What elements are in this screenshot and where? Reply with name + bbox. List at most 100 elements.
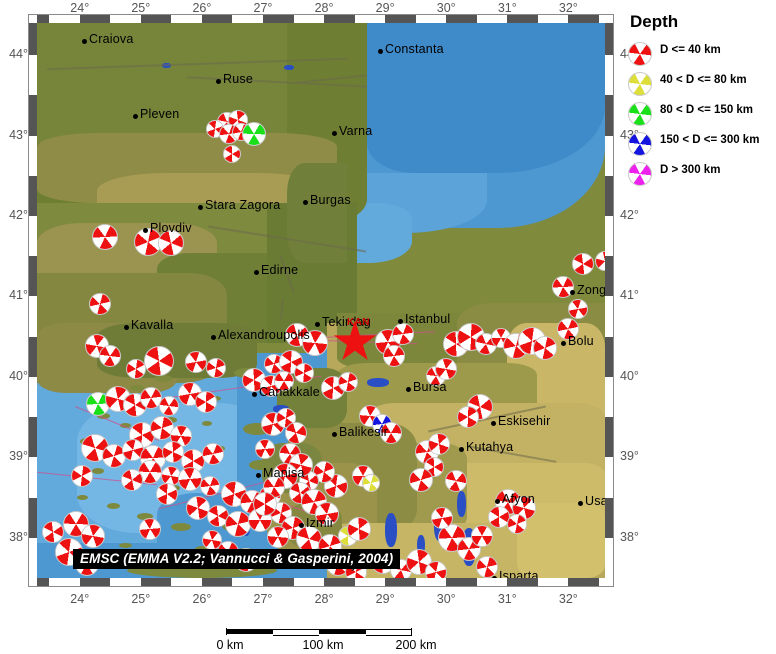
city-label: Afyon xyxy=(502,492,535,506)
beachball-quadrants xyxy=(410,469,432,491)
beachball-quadrants xyxy=(182,450,204,472)
longitude-tick-label: 28° xyxy=(314,1,334,15)
focal-mechanism-beachball xyxy=(431,507,453,529)
city-label: Pleven xyxy=(140,107,180,121)
focal-mechanism-beachball xyxy=(425,561,447,578)
latitude-tick-label: 38° xyxy=(620,529,639,544)
latitude-tick-label: 38° xyxy=(9,529,28,544)
focal-mechanism-beachball xyxy=(186,496,210,520)
longitude-tick-label: 28° xyxy=(314,592,334,606)
focal-mechanism-beachball xyxy=(185,351,207,373)
beachball-quadrants xyxy=(162,467,180,485)
focal-mechanism-beachball xyxy=(255,439,275,459)
beachball-quadrants xyxy=(179,468,201,490)
longitude-tick-label: 25° xyxy=(131,1,151,15)
frame-tick-block xyxy=(201,578,233,587)
scale-bar: 0 km 100 km 200 km xyxy=(216,628,437,654)
city-dot-icon xyxy=(133,114,138,119)
focal-mechanism-beachball xyxy=(294,363,314,383)
legend-item-label: 40 < D <= 80 km xyxy=(660,74,747,86)
frame-tick-block xyxy=(605,417,614,458)
beachball-quadrants xyxy=(187,497,209,519)
frame-tick-block xyxy=(605,95,614,136)
frame-tick-block xyxy=(79,14,111,23)
city-label: Craiova xyxy=(89,32,134,46)
frame-tick-block xyxy=(507,14,538,23)
beachball-quadrants xyxy=(208,506,228,526)
focal-mechanism-beachball xyxy=(206,358,226,378)
frame-tick-block xyxy=(385,14,416,23)
city-label: Usak xyxy=(585,494,605,508)
city-label: Stara Zagora xyxy=(205,198,281,212)
beachball-quadrants xyxy=(207,359,225,377)
legend-item-label: D > 300 km xyxy=(660,164,721,176)
legend-item-label: 80 < D <= 150 km xyxy=(660,104,754,116)
focal-mechanism-beachball xyxy=(457,406,479,428)
focal-mechanism-beachball xyxy=(315,502,339,526)
beachball-quadrants xyxy=(295,364,313,382)
beachball-quadrants xyxy=(256,440,274,458)
latitude-tick-label: 40° xyxy=(620,368,639,383)
longitude-tick-label: 30° xyxy=(436,592,456,606)
frame-tick-block xyxy=(446,14,477,23)
city-label: Bursa xyxy=(413,380,447,394)
city-dot-icon xyxy=(406,387,411,392)
map-canvas[interactable]: Craiova Ruse Constanta Pleven Varna Stara Zag… xyxy=(37,23,605,578)
city-dot-icon xyxy=(570,290,575,295)
legend-beachball-icon xyxy=(628,132,652,156)
longitude-tick-label: 31° xyxy=(497,1,517,15)
beachball-quadrants xyxy=(436,359,456,379)
city-dot-icon xyxy=(561,341,566,346)
frame-tick-block xyxy=(605,23,614,56)
frame-tick-block xyxy=(385,578,416,587)
frame-tick-block xyxy=(28,417,37,458)
legend-rows: D <= 40 km 40 < D <= 80 km 80 < D <= 150 k… xyxy=(628,41,776,191)
legend-beachball-icon xyxy=(628,102,652,126)
city-label: Plovdiv xyxy=(150,221,192,235)
city-dot-icon xyxy=(491,421,496,426)
beachball-quadrants xyxy=(103,445,125,467)
beachball-quadrants xyxy=(196,392,216,412)
longitude-tick-label: 25° xyxy=(131,592,151,606)
beachball-quadrants xyxy=(429,434,449,454)
legend-beachball-icon xyxy=(628,42,652,66)
depth-legend: Depth D <= 40 km 40 < D <= 80 km 80 < D <=… xyxy=(628,12,776,191)
frame-tick-block xyxy=(140,578,172,587)
beachball-quadrants xyxy=(363,475,379,491)
beachball-quadrants xyxy=(553,277,573,297)
attribution-text: EMSC (EMMA V2.2; Vannucci & Gasperini, 2… xyxy=(73,549,401,569)
focal-mechanism-beachball xyxy=(347,517,371,541)
beachball-quadrants xyxy=(159,231,183,255)
city-dot-icon xyxy=(378,49,383,54)
beachball-quadrants xyxy=(123,440,143,460)
longitude-tick-label: 27° xyxy=(253,1,273,15)
beachball-quadrants xyxy=(72,466,92,486)
legend-item-label: 150 < D <= 300 km xyxy=(660,134,760,146)
focal-mechanism-beachball xyxy=(139,518,161,540)
city-dot-icon xyxy=(578,501,583,506)
frame-tick-block xyxy=(262,578,294,587)
focal-mechanism-beachball xyxy=(264,354,284,374)
focal-mechanism-beachball xyxy=(267,526,289,548)
frame-tick-block xyxy=(79,578,111,587)
beachball-quadrants xyxy=(203,531,221,549)
beachball-quadrants xyxy=(224,146,240,162)
beachball-quadrants xyxy=(254,493,276,515)
beachball-quadrants xyxy=(303,331,327,355)
beachball-quadrants xyxy=(243,369,265,391)
city-label: Zonguldak xyxy=(577,283,605,297)
legend-item: D > 300 km xyxy=(628,161,776,191)
frame-band-top xyxy=(28,14,614,23)
beachball-quadrants xyxy=(432,508,452,528)
latitude-tick-label: 43° xyxy=(9,127,28,142)
city-label: Ruse xyxy=(223,72,253,86)
beachball-quadrants xyxy=(275,372,293,390)
focal-mechanism-beachball xyxy=(512,496,536,520)
epicenter-label: KAN xyxy=(347,317,370,328)
beachball-quadrants xyxy=(151,417,173,439)
beachball-quadrants xyxy=(339,373,357,391)
focal-mechanism-beachball xyxy=(533,336,557,360)
frame-tick-block xyxy=(28,256,37,297)
focal-mechanism-beachball xyxy=(158,230,184,256)
city-dot-icon xyxy=(254,270,259,275)
